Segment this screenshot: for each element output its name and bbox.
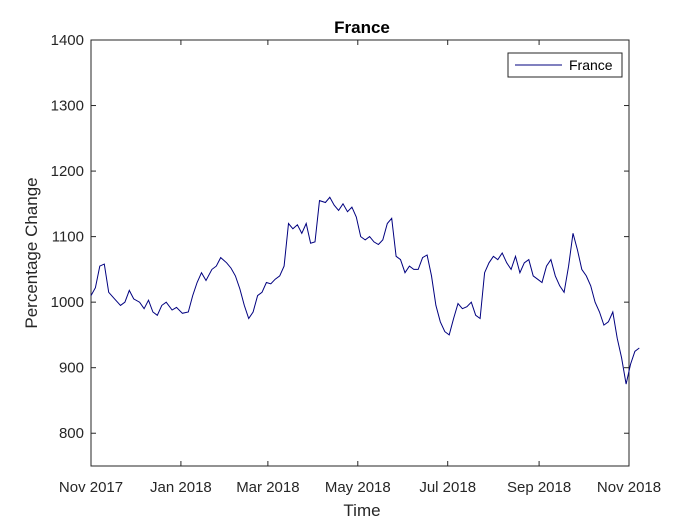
x-tick-label: May 2018 [325, 479, 391, 496]
y-tick-label: 1000 [51, 294, 84, 311]
y-tick-label: 1400 [51, 32, 84, 49]
y-tick-label: 1200 [51, 163, 84, 180]
y-axis: 800 900 1000 1100 1200 1300 1400 [51, 32, 629, 442]
x-tick-label: Nov 2017 [59, 479, 123, 496]
plot-area [90, 39, 630, 467]
y-tick-label: 1100 [52, 229, 84, 246]
x-axis-label: Time [343, 501, 380, 520]
legend-box [507, 52, 623, 78]
y-tick-label: 1300 [51, 98, 84, 115]
y-tick-label: 800 [59, 425, 84, 442]
x-tick-label: Sep 2018 [507, 479, 571, 496]
x-axis: Nov 2017 Jan 2018 Mar 2018 May 2018 Jul 2018… [59, 40, 661, 496]
x-tick-label: Jan 2018 [150, 479, 212, 496]
y-axis-label: Percentage Change [22, 177, 41, 328]
x-tick-label: Mar 2018 [236, 479, 299, 496]
series-line-france [90, 196, 640, 385]
x-tick-label: Jul 2018 [419, 479, 476, 496]
x-tick-label: Nov 2018 [597, 479, 661, 496]
legend: France [507, 52, 623, 78]
chart-title: France [334, 18, 390, 37]
y-tick-label: 900 [59, 360, 84, 377]
legend-label-france: France [569, 57, 613, 73]
